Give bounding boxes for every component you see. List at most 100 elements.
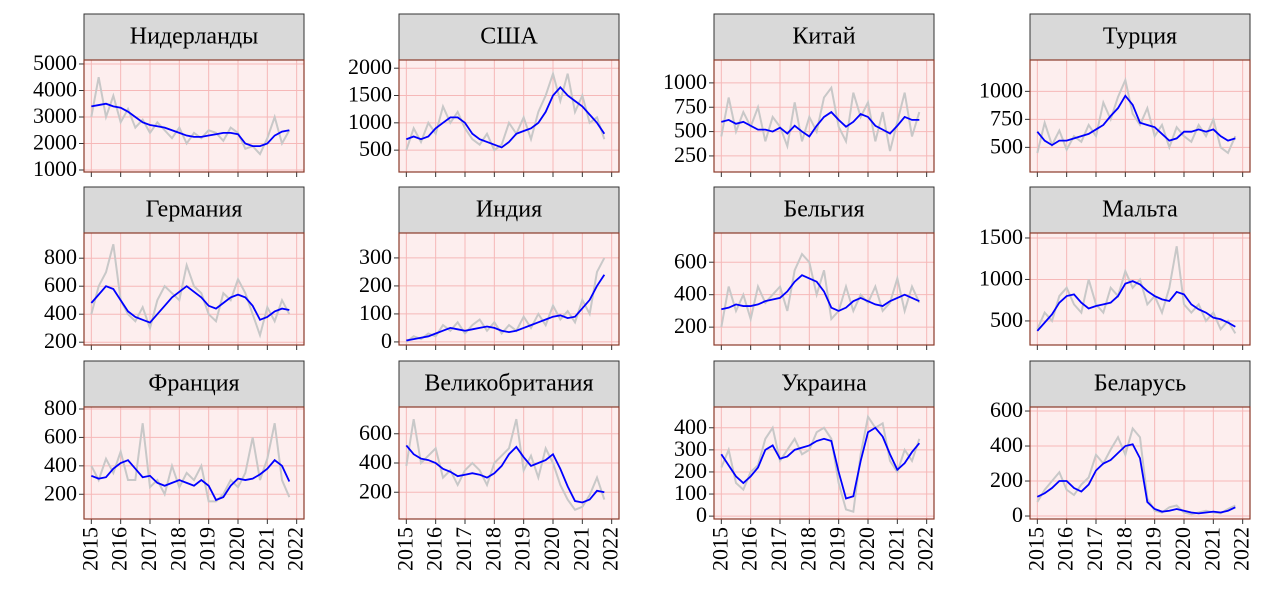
y-tick-label: 200 bbox=[674, 458, 707, 483]
plot-border bbox=[83, 406, 305, 520]
y-tick-label: 800 bbox=[44, 395, 77, 420]
y-tick-label: 1000 bbox=[663, 69, 707, 94]
plot-border bbox=[398, 59, 620, 173]
y-tick-label: 750 bbox=[674, 93, 707, 118]
y-tick-label: 300 bbox=[674, 436, 707, 461]
series-line bbox=[405, 418, 606, 512]
x-tick-label: 2022 bbox=[1229, 527, 1254, 571]
y-tick-label: 500 bbox=[674, 118, 707, 143]
plot-background bbox=[84, 233, 304, 345]
y-tick-label: 2000 bbox=[348, 54, 392, 79]
y-tick-label: 1000 bbox=[348, 109, 392, 134]
panel-title: Турция bbox=[1103, 24, 1177, 50]
series-line bbox=[90, 285, 290, 324]
y-tick-label: 1500 bbox=[348, 82, 392, 107]
x-tick-label: 2021 bbox=[253, 527, 278, 571]
y-tick-label: 200 bbox=[359, 478, 392, 503]
x-tick-label: 2016 bbox=[737, 527, 762, 571]
y-tick-label: 4000 bbox=[33, 77, 77, 102]
x-tick-label: 2021 bbox=[883, 527, 908, 571]
x-tick-label: 2020 bbox=[1170, 527, 1195, 571]
panel-title: Украина bbox=[781, 371, 867, 397]
panel-title: США bbox=[480, 24, 538, 50]
strip bbox=[1029, 360, 1251, 408]
series-line bbox=[406, 274, 606, 342]
plot-border bbox=[398, 232, 620, 346]
x-tick-label: 2017 bbox=[1082, 527, 1107, 571]
series-line bbox=[1036, 94, 1236, 147]
y-tick-label: 0 bbox=[1012, 502, 1023, 527]
y-tick-label: 200 bbox=[44, 480, 77, 505]
y-tick-label: 1000 bbox=[979, 77, 1023, 102]
plot-border bbox=[713, 406, 935, 520]
x-tick-label: 2016 bbox=[107, 527, 132, 571]
y-tick-label: 100 bbox=[359, 300, 392, 325]
y-tick-label: 500 bbox=[990, 133, 1023, 158]
y-tick-label: 600 bbox=[359, 420, 392, 445]
plot-background bbox=[1030, 60, 1250, 172]
plot-border bbox=[713, 59, 935, 173]
plot-border bbox=[1029, 232, 1251, 346]
y-tick-label: 400 bbox=[44, 300, 77, 325]
x-tick-label: 2017 bbox=[766, 527, 791, 571]
y-tick-label: 0 bbox=[381, 328, 392, 353]
series-line bbox=[90, 77, 291, 156]
y-tick-label: 600 bbox=[990, 397, 1023, 422]
plot-background bbox=[399, 60, 619, 172]
plot-background bbox=[399, 233, 619, 345]
series-line bbox=[91, 102, 290, 148]
y-tick-label: 400 bbox=[674, 414, 707, 439]
y-tick-label: 400 bbox=[990, 432, 1023, 457]
y-tick-label: 600 bbox=[674, 248, 707, 273]
y-tick-label: 500 bbox=[359, 136, 392, 161]
plot-border bbox=[398, 406, 620, 520]
plot-border bbox=[83, 59, 305, 173]
series-line bbox=[720, 252, 921, 328]
x-tick-label: 2017 bbox=[451, 527, 476, 571]
series-line bbox=[406, 85, 606, 149]
x-tick-label: 2020 bbox=[224, 527, 249, 571]
strip bbox=[1029, 186, 1251, 234]
plot-border bbox=[1029, 406, 1251, 520]
y-tick-label: 400 bbox=[359, 449, 392, 474]
series-line bbox=[1036, 280, 1236, 332]
x-tick-label: 2018 bbox=[795, 527, 820, 571]
strip bbox=[398, 360, 620, 408]
x-tick-label: 2018 bbox=[1111, 527, 1136, 571]
x-tick-label: 2020 bbox=[539, 527, 564, 571]
plot-background bbox=[714, 233, 934, 345]
panel-title: Великобритания bbox=[424, 371, 593, 397]
series-line bbox=[1036, 426, 1236, 516]
x-tick-label: 2019 bbox=[510, 527, 535, 571]
y-tick-label: 1000 bbox=[979, 266, 1023, 291]
x-tick-label: 2015 bbox=[77, 527, 102, 571]
panel-title: Индия bbox=[476, 197, 542, 223]
plot-border bbox=[83, 232, 305, 346]
series-line bbox=[720, 414, 921, 514]
y-tick-label: 800 bbox=[44, 244, 77, 269]
x-tick-label: 2017 bbox=[136, 527, 161, 571]
x-tick-label: 2015 bbox=[392, 527, 417, 571]
y-tick-label: 200 bbox=[359, 272, 392, 297]
x-tick-label: 2018 bbox=[165, 527, 190, 571]
y-tick-label: 400 bbox=[674, 281, 707, 306]
x-tick-label: 2022 bbox=[598, 527, 623, 571]
series-line bbox=[1036, 443, 1236, 515]
strip bbox=[713, 186, 935, 234]
y-tick-label: 200 bbox=[674, 313, 707, 338]
panel-title: Мальта bbox=[1102, 197, 1178, 223]
y-tick-label: 500 bbox=[990, 307, 1023, 332]
panel-title: Китай bbox=[792, 24, 855, 50]
strip bbox=[713, 360, 935, 408]
x-tick-label: 2019 bbox=[1141, 527, 1166, 571]
y-tick-label: 200 bbox=[44, 328, 77, 353]
series-line bbox=[721, 110, 920, 138]
y-tick-label: 750 bbox=[990, 105, 1023, 130]
x-tick-label: 2020 bbox=[854, 527, 879, 571]
x-tick-label: 2019 bbox=[195, 527, 220, 571]
strip bbox=[398, 186, 620, 234]
x-tick-label: 2015 bbox=[707, 527, 732, 571]
x-tick-label: 2018 bbox=[480, 527, 505, 571]
x-tick-label: 2021 bbox=[568, 527, 593, 571]
